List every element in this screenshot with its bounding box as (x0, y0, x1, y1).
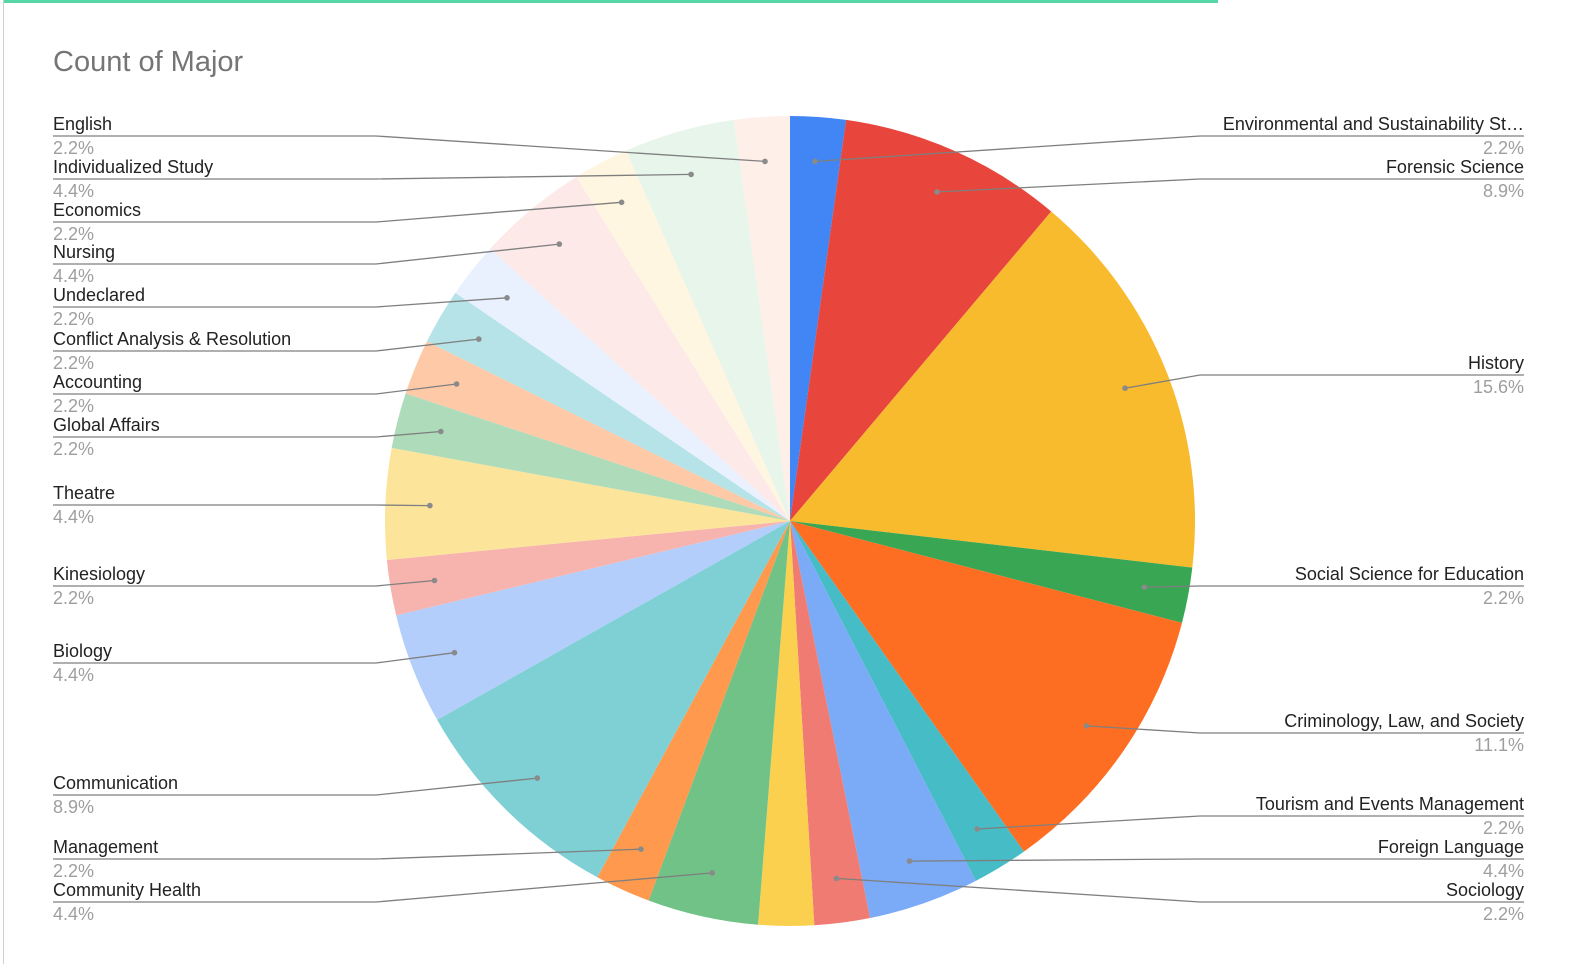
slice-percent: 2.2% (53, 439, 94, 459)
slice-label: Community Health (53, 880, 201, 900)
slice-percent: 2.2% (1483, 904, 1524, 924)
slice-percent: 15.6% (1473, 377, 1524, 397)
slice-label: Communication (53, 773, 178, 793)
slice-percent: 2.2% (53, 353, 94, 373)
slice-percent: 2.2% (53, 309, 94, 329)
slice-label: Global Affairs (53, 415, 160, 435)
leader-dot (688, 172, 694, 178)
leader-dot (974, 826, 980, 832)
slice-label: Tourism and Events Management (1256, 794, 1524, 814)
leader-dot (504, 295, 510, 301)
leader-dot (1122, 385, 1128, 391)
slice-label: Criminology, Law, and Society (1284, 711, 1524, 731)
leader-dot (476, 336, 482, 342)
slice-percent: 2.2% (53, 224, 94, 244)
leader-dot (934, 189, 940, 195)
leader-dot (907, 858, 913, 864)
leader-line (937, 179, 1524, 192)
leader-dot (1084, 723, 1090, 729)
leader-dot (557, 241, 563, 247)
leader-dot (535, 775, 541, 781)
slice-label: Social Science for Education (1295, 564, 1524, 584)
slice-percent: 4.4% (53, 266, 94, 286)
slice-label: Nursing (53, 242, 115, 262)
slice-percent: 2.2% (1483, 138, 1524, 158)
slice-percent: 2.2% (53, 138, 94, 158)
leader-dot (1142, 584, 1148, 590)
leader-dot (454, 381, 460, 387)
slice-percent: 4.4% (53, 904, 94, 924)
leader-dot (812, 159, 818, 165)
slice-label: Management (53, 837, 158, 857)
slice-label: Environmental and Sustainability St… (1223, 114, 1524, 134)
leader-dot (638, 846, 644, 852)
slice-percent: 11.1% (1474, 735, 1524, 755)
slice-label: Accounting (53, 372, 142, 392)
slice-percent: 4.4% (53, 665, 94, 685)
slice-label: Sociology (1446, 880, 1524, 900)
leader-dot (619, 200, 625, 206)
slice-label: Conflict Analysis & Resolution (53, 329, 291, 349)
slice-percent: 4.4% (53, 181, 94, 201)
leader-dot (432, 578, 438, 584)
slice-label: Individualized Study (53, 157, 213, 177)
leader-line (1144, 586, 1524, 587)
slice-label: Foreign Language (1378, 837, 1524, 857)
slice-percent: 2.2% (53, 396, 94, 416)
slice-label: English (53, 114, 112, 134)
leader-dot (438, 429, 444, 435)
leader-line (53, 505, 430, 506)
slice-percent: 2.2% (1483, 818, 1524, 838)
leader-dot (452, 650, 458, 656)
slice-percent: 8.9% (53, 797, 94, 817)
leader-dot (834, 876, 840, 882)
slice-label: Biology (53, 641, 112, 661)
slice-label: Undeclared (53, 285, 145, 305)
slice-label: Economics (53, 200, 141, 220)
slice-label: Kinesiology (53, 564, 145, 584)
slice-percent: 2.2% (53, 588, 94, 608)
leader-dot (762, 159, 768, 165)
leader-dot (709, 870, 715, 876)
slice-label: History (1468, 353, 1524, 373)
pie-slices (385, 116, 1195, 926)
slice-percent: 2.2% (53, 861, 94, 881)
slice-label: Forensic Science (1386, 157, 1524, 177)
slice-label: Theatre (53, 483, 115, 503)
slice-percent: 4.4% (1483, 861, 1524, 881)
leader-dot (427, 503, 433, 509)
slice-percent: 2.2% (1483, 588, 1524, 608)
slice-percent: 4.4% (53, 507, 94, 527)
slice-percent: 8.9% (1483, 181, 1524, 201)
leader-line (1125, 375, 1524, 388)
leader-line (53, 653, 455, 663)
